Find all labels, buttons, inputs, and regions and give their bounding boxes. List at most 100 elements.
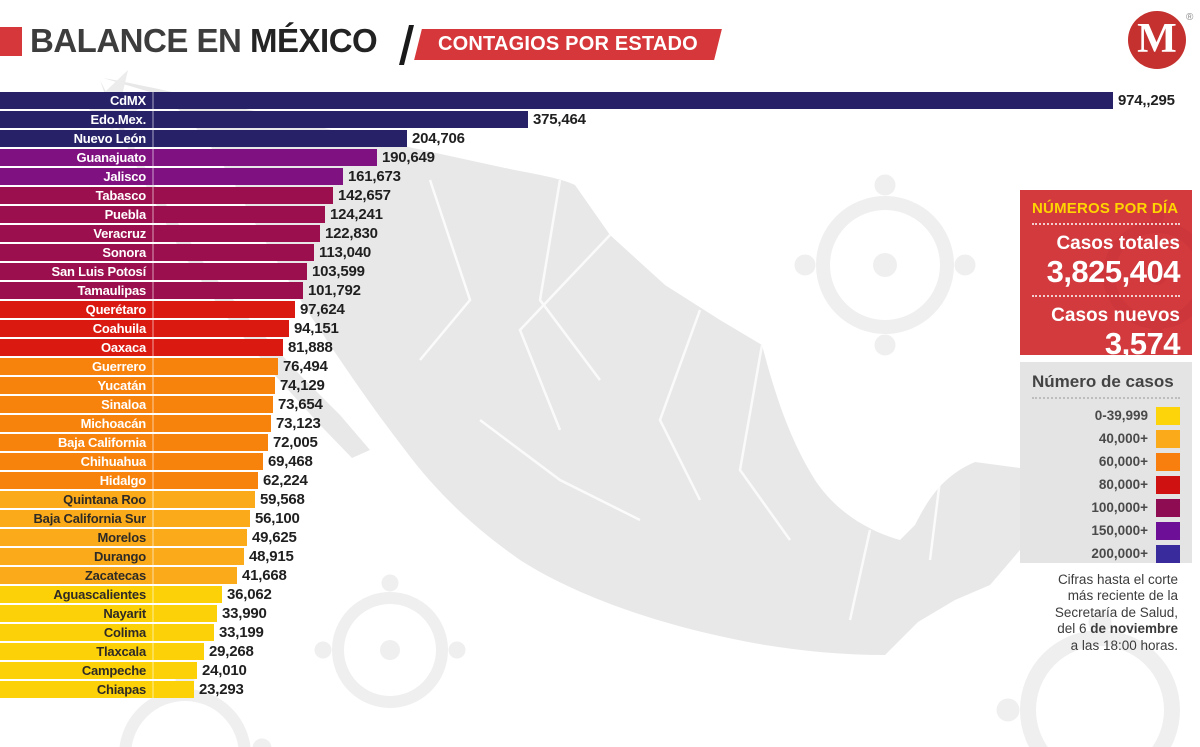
label-separator xyxy=(152,510,154,527)
state-label: Hidalgo xyxy=(99,473,146,488)
state-label: Quintana Roo xyxy=(63,492,146,507)
legend-row: 80,000+ xyxy=(1032,475,1180,494)
state-bar: Baja California Sur xyxy=(0,510,250,527)
footnote-line: del 6 de noviembre xyxy=(1057,621,1178,637)
bar-value: 97,624 xyxy=(300,301,345,318)
bar-row: Tamaulipas 101,792 xyxy=(0,282,1175,299)
legend-row: 40,000+ xyxy=(1032,429,1180,448)
new-cases-value: 3,574 xyxy=(1104,326,1181,355)
state-label: Querétaro xyxy=(85,302,147,317)
bar-value: 81,888 xyxy=(288,339,333,356)
state-bar: San Luis Potosí xyxy=(0,263,307,280)
state-label: Coahuila xyxy=(92,321,146,336)
state-bar: Nuevo León xyxy=(0,130,407,147)
legend-label: 200,000+ xyxy=(1091,546,1148,561)
legend-swatch xyxy=(1156,406,1180,425)
dotted-divider xyxy=(1032,295,1180,298)
footnote: Cifras hasta el corte más reciente de la… xyxy=(1000,572,1178,654)
state-label: Sinaloa xyxy=(101,397,146,412)
bar-value: 124,241 xyxy=(330,206,383,223)
bar-row: Tabasco 142,657 xyxy=(0,187,1175,204)
state-bar: Campeche xyxy=(0,662,197,679)
logo-m-letter: M xyxy=(1137,15,1177,62)
bar-value: 62,224 xyxy=(263,472,308,489)
label-separator xyxy=(152,548,154,565)
legend-row: 200,000+ xyxy=(1032,544,1180,563)
label-separator xyxy=(152,206,154,223)
legend-swatch xyxy=(1156,429,1180,448)
state-bar: Durango xyxy=(0,548,244,565)
state-bar: Morelos xyxy=(0,529,247,546)
state-label: Tlaxcala xyxy=(96,644,146,659)
label-separator xyxy=(152,263,154,280)
bar-row: Oaxaca 81,888 xyxy=(0,339,1175,356)
state-bar: Sinaloa xyxy=(0,396,273,413)
state-label: Morelos xyxy=(97,530,147,545)
legend-label: 80,000+ xyxy=(1098,477,1148,492)
label-separator xyxy=(152,586,154,603)
label-separator xyxy=(152,358,154,375)
title-bold: MÉXICO xyxy=(250,22,378,59)
state-bar: Tlaxcala xyxy=(0,643,204,660)
state-label: CdMX xyxy=(109,93,146,108)
footnote-line: a las 18:00 horas. xyxy=(1070,637,1178,653)
state-label: Yucatán xyxy=(97,378,147,393)
dotted-divider xyxy=(1032,397,1180,399)
bar-value: 73,654 xyxy=(278,396,323,413)
virus-watermark-icon xyxy=(1092,210,1192,340)
state-label: Chihuahua xyxy=(80,454,147,469)
state-label: Nuevo León xyxy=(73,131,147,146)
label-separator xyxy=(152,187,154,204)
state-label: Veracruz xyxy=(93,226,146,241)
legend-label: 150,000+ xyxy=(1091,523,1148,538)
legend-swatch xyxy=(1156,498,1180,517)
state-label: Michoacán xyxy=(80,416,147,431)
label-separator xyxy=(152,130,154,147)
state-label: Colima xyxy=(103,625,146,640)
state-bar: Sonora xyxy=(0,244,314,261)
state-bar: Hidalgo xyxy=(0,472,258,489)
label-separator xyxy=(152,320,154,337)
state-bar: Guerrero xyxy=(0,358,278,375)
bar-row: Baja California 72,005 xyxy=(0,434,1175,451)
legend-title: Número de casos xyxy=(1032,372,1174,391)
page-title: BALANCE EN MÉXICO xyxy=(30,22,378,60)
label-separator xyxy=(152,149,154,166)
legend-rows: 0-39,999 40,000+ 60,000+ 80,000+ 100,000+ 150… xyxy=(1032,406,1180,563)
label-separator xyxy=(152,605,154,622)
dotted-divider xyxy=(1032,223,1180,225)
state-label: Baja California xyxy=(57,435,146,450)
bar-value: 72,005 xyxy=(273,434,318,451)
bar-value: 36,062 xyxy=(227,586,272,603)
bar-row: CdMX 974,,295 xyxy=(0,92,1175,109)
state-borders xyxy=(419,179,942,621)
bar-row: Guerrero 76,494 xyxy=(0,358,1175,375)
label-separator xyxy=(152,453,154,470)
state-label: Campeche xyxy=(81,663,146,678)
label-separator xyxy=(152,624,154,641)
state-label: Chiapas xyxy=(96,682,146,697)
legend-label: 100,000+ xyxy=(1091,500,1148,515)
legend-label: 40,000+ xyxy=(1098,431,1148,446)
bar-row: Jalisco 161,673 xyxy=(0,168,1175,185)
state-bar: Tamaulipas xyxy=(0,282,303,299)
bar-row: Quintana Roo 59,568 xyxy=(0,491,1175,508)
bar-value: 24,010 xyxy=(202,662,247,679)
label-separator xyxy=(152,92,154,109)
state-bar: Oaxaca xyxy=(0,339,283,356)
label-separator xyxy=(152,111,154,128)
state-label: Tamaulipas xyxy=(77,283,146,298)
bar-value: 56,100 xyxy=(255,510,300,527)
label-separator xyxy=(152,301,154,318)
state-bar: Guanajuato xyxy=(0,149,377,166)
legend-label: 0-39,999 xyxy=(1094,408,1148,423)
state-bar: Chiapas xyxy=(0,681,194,698)
bar-row: Campeche 24,010 xyxy=(0,662,1175,679)
state-bar: CdMX xyxy=(0,92,1113,109)
state-label: Edo.Mex. xyxy=(90,112,147,127)
bar-row: San Luis Potosí 103,599 xyxy=(0,263,1175,280)
label-separator xyxy=(152,282,154,299)
label-separator xyxy=(152,529,154,546)
